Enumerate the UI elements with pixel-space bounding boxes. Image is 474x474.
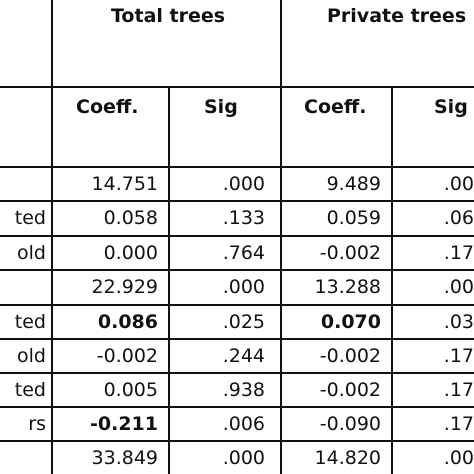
grid-line-horizontal <box>0 86 474 88</box>
grid-line-vertical <box>51 0 53 474</box>
row-label: ted <box>14 311 46 333</box>
coefficient-cell: 0.000 <box>103 242 158 264</box>
coefficient-cell: 0.059 <box>326 207 381 229</box>
significance-cell: .06 <box>443 207 474 229</box>
significance-cell: .00 <box>443 276 474 298</box>
grid-line-horizontal <box>0 338 474 340</box>
significance-cell: .17 <box>443 345 474 367</box>
coefficient-cell: 0.086 <box>97 311 158 333</box>
significance-cell: .764 <box>222 242 265 264</box>
grid-line-horizontal <box>0 406 474 408</box>
column-header-coeff: Coeff. <box>304 96 367 118</box>
coefficient-cell: 0.005 <box>103 379 158 401</box>
coefficient-cell: 9.489 <box>326 173 381 195</box>
grid-line-horizontal <box>0 235 474 237</box>
coefficient-cell: -0.002 <box>319 379 381 401</box>
row-label: ted <box>14 379 46 401</box>
row-label: rs <box>28 413 46 435</box>
column-header-sig: Sig <box>204 96 238 118</box>
coefficient-cell: -0.002 <box>319 345 381 367</box>
significance-cell: .006 <box>222 413 265 435</box>
significance-cell: .17 <box>443 413 474 435</box>
coefficient-cell: 33.849 <box>91 447 158 469</box>
grid-line-horizontal <box>0 440 474 442</box>
grid-line-vertical <box>168 86 170 474</box>
coefficient-cell: 14.751 <box>91 173 158 195</box>
coefficient-cell: -0.090 <box>319 413 381 435</box>
significance-cell: .938 <box>222 379 265 401</box>
significance-cell: .00 <box>443 447 474 469</box>
coefficient-cell: 0.070 <box>320 311 381 333</box>
significance-cell: .03 <box>443 311 474 333</box>
grid-line-horizontal <box>0 372 474 374</box>
significance-cell: .025 <box>222 311 265 333</box>
row-label: ted <box>14 207 46 229</box>
coefficient-cell: -0.002 <box>319 242 381 264</box>
coefficient-cell: 13.288 <box>314 276 381 298</box>
significance-cell: .000 <box>222 276 265 298</box>
row-label: old <box>17 242 46 264</box>
grid-line-horizontal <box>0 269 474 271</box>
significance-cell: .000 <box>222 173 265 195</box>
coefficient-cell: 22.929 <box>91 276 158 298</box>
grid-line-horizontal <box>0 200 474 202</box>
column-header-coeff: Coeff. <box>76 96 139 118</box>
significance-cell: .244 <box>222 345 265 367</box>
grid-line-horizontal <box>0 166 474 168</box>
coefficient-cell: 0.058 <box>103 207 158 229</box>
coefficient-cell: -0.211 <box>90 413 158 435</box>
significance-cell: .00 <box>443 173 474 195</box>
significance-cell: .17 <box>443 379 474 401</box>
significance-cell: .17 <box>443 242 474 264</box>
coefficient-cell: -0.002 <box>96 345 158 367</box>
group-header-total-trees: Total trees <box>111 5 226 27</box>
grid-line-vertical <box>391 86 393 474</box>
significance-cell: .000 <box>222 447 265 469</box>
grid-line-vertical <box>280 0 282 474</box>
group-header-private-trees: Private trees <box>327 5 467 27</box>
coefficient-cell: 14.820 <box>314 447 381 469</box>
significance-cell: .133 <box>222 207 265 229</box>
row-label: old <box>17 345 46 367</box>
column-header-sig: Sig <box>434 96 468 118</box>
grid-line-horizontal <box>0 304 474 306</box>
